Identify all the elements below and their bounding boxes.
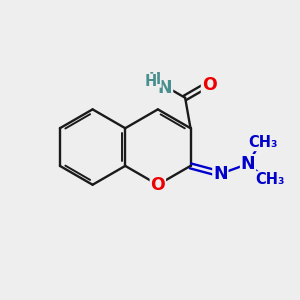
Text: H: H xyxy=(148,72,161,87)
Text: N: N xyxy=(241,155,255,173)
Text: O: O xyxy=(151,176,165,194)
Text: N: N xyxy=(213,165,228,183)
Text: O: O xyxy=(202,76,216,94)
Text: CH₃: CH₃ xyxy=(255,172,284,187)
Text: N: N xyxy=(158,79,172,97)
Text: H: H xyxy=(144,74,157,89)
Text: CH₃: CH₃ xyxy=(248,135,278,150)
